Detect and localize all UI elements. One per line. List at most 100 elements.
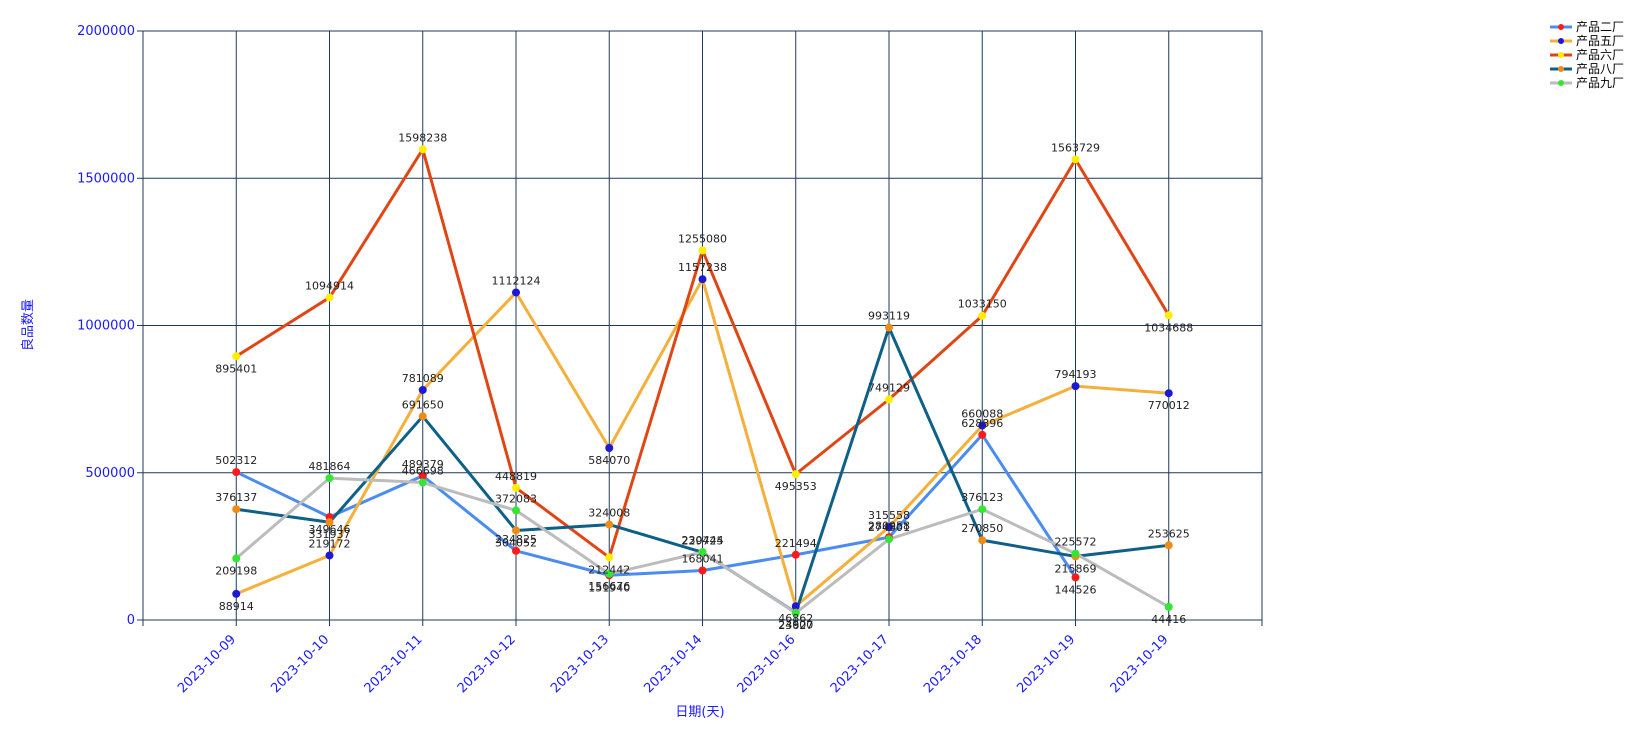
data-point bbox=[418, 478, 427, 487]
data-point bbox=[1164, 602, 1173, 611]
data-label: 168041 bbox=[682, 553, 724, 566]
data-label: 1034688 bbox=[1144, 321, 1193, 334]
data-point bbox=[978, 536, 987, 545]
x-tick-label: 2023-10-16 bbox=[735, 632, 799, 696]
data-point bbox=[605, 553, 614, 562]
y-tick-label: 500000 bbox=[85, 466, 135, 481]
data-point bbox=[698, 275, 707, 284]
data-label: 895401 bbox=[215, 362, 257, 375]
data-label: 466698 bbox=[402, 465, 444, 478]
x-tick-label: 2023-10-17 bbox=[828, 632, 892, 696]
data-label: 234825 bbox=[495, 533, 537, 546]
data-label: 1255080 bbox=[678, 232, 727, 245]
data-point bbox=[325, 474, 334, 483]
data-point bbox=[885, 535, 893, 544]
data-point bbox=[978, 311, 987, 320]
legend-marker bbox=[1558, 38, 1564, 44]
data-label: 1033150 bbox=[958, 298, 1007, 311]
y-tick-label: 1500000 bbox=[77, 171, 135, 186]
data-label: 1598238 bbox=[398, 131, 447, 144]
data-point bbox=[232, 468, 241, 477]
x-axis-title: 日期(天) bbox=[675, 705, 724, 720]
data-point bbox=[978, 421, 987, 430]
data-label: 628896 bbox=[961, 417, 1003, 430]
data-label: 219172 bbox=[309, 537, 351, 550]
data-label: 749129 bbox=[868, 381, 910, 394]
data-point bbox=[512, 546, 520, 555]
data-point bbox=[512, 506, 520, 515]
data-label: 1112124 bbox=[492, 274, 541, 287]
data-label: 691650 bbox=[402, 398, 444, 411]
x-tick-label: 2023-10-19 bbox=[1014, 632, 1078, 696]
y-tick-label: 1000000 bbox=[77, 319, 135, 334]
data-label: 1094914 bbox=[305, 280, 354, 293]
legend-label: 产品九厂 bbox=[1576, 76, 1624, 90]
data-label: 376137 bbox=[215, 491, 257, 504]
data-label: 253625 bbox=[1148, 527, 1190, 540]
data-point bbox=[418, 412, 427, 421]
data-point bbox=[885, 523, 893, 532]
x-tick-label: 2023-10-13 bbox=[548, 632, 612, 696]
data-label: 502312 bbox=[215, 454, 257, 467]
data-point bbox=[418, 385, 427, 394]
data-point bbox=[791, 609, 800, 618]
data-label: 270850 bbox=[961, 522, 1003, 535]
data-point bbox=[978, 430, 987, 439]
legend-marker bbox=[1558, 24, 1564, 30]
data-label: 274501 bbox=[868, 521, 910, 534]
data-label: 23627 bbox=[778, 619, 813, 632]
data-label: 225572 bbox=[1055, 536, 1097, 549]
data-point bbox=[325, 551, 334, 560]
legend-marker bbox=[1558, 52, 1564, 58]
data-label: 156676 bbox=[588, 580, 630, 593]
data-point bbox=[232, 352, 241, 361]
data-label: 304052 bbox=[495, 536, 537, 549]
data-point bbox=[1071, 573, 1080, 582]
data-point bbox=[698, 566, 707, 575]
data-label: 794193 bbox=[1055, 368, 1097, 381]
x-tick-label: 2023-10-14 bbox=[641, 632, 705, 696]
data-label: 144526 bbox=[1055, 583, 1097, 596]
data-label: 209198 bbox=[215, 564, 257, 577]
data-point bbox=[418, 471, 427, 480]
data-label: 489379 bbox=[402, 458, 444, 471]
x-tick-label: 2023-10-10 bbox=[268, 632, 332, 696]
data-point bbox=[605, 520, 614, 529]
data-label: 770012 bbox=[1148, 399, 1190, 412]
data-point bbox=[512, 288, 520, 297]
x-tick-label: 2023-10-12 bbox=[455, 632, 519, 696]
data-point bbox=[232, 589, 241, 598]
data-point bbox=[791, 470, 800, 479]
y-tick-label: 2000000 bbox=[77, 24, 135, 39]
data-label: 151940 bbox=[588, 581, 630, 594]
data-label: 324008 bbox=[588, 507, 630, 520]
series-lines bbox=[232, 145, 1173, 618]
x-tick-label: 2023-10-19 bbox=[1108, 632, 1172, 696]
data-point bbox=[512, 483, 520, 492]
data-label: 44416 bbox=[1151, 613, 1186, 626]
data-point bbox=[1071, 155, 1080, 164]
data-label: 215869 bbox=[1055, 562, 1097, 575]
data-label: 1157238 bbox=[678, 261, 727, 274]
data-label: 1563729 bbox=[1051, 141, 1100, 154]
data-label: 331937 bbox=[309, 528, 351, 541]
legend-label: 产品六厂 bbox=[1576, 48, 1624, 62]
data-label: 781089 bbox=[402, 372, 444, 385]
data-label: 24900 bbox=[778, 619, 813, 632]
data-point bbox=[232, 505, 241, 514]
x-tick-label: 2023-10-09 bbox=[175, 632, 239, 696]
data-point bbox=[1071, 382, 1080, 391]
plot-border bbox=[142, 30, 1263, 621]
data-label: 376123 bbox=[961, 491, 1003, 504]
data-label: 315558 bbox=[868, 509, 910, 522]
data-point bbox=[232, 554, 241, 563]
data-label: 495353 bbox=[775, 480, 817, 493]
data-point bbox=[512, 526, 520, 535]
data-label: 481864 bbox=[309, 460, 351, 473]
x-tick-label: 2023-10-18 bbox=[921, 632, 985, 696]
data-point bbox=[885, 395, 893, 404]
data-point bbox=[418, 145, 427, 154]
y-tick-label: 0 bbox=[127, 613, 135, 628]
